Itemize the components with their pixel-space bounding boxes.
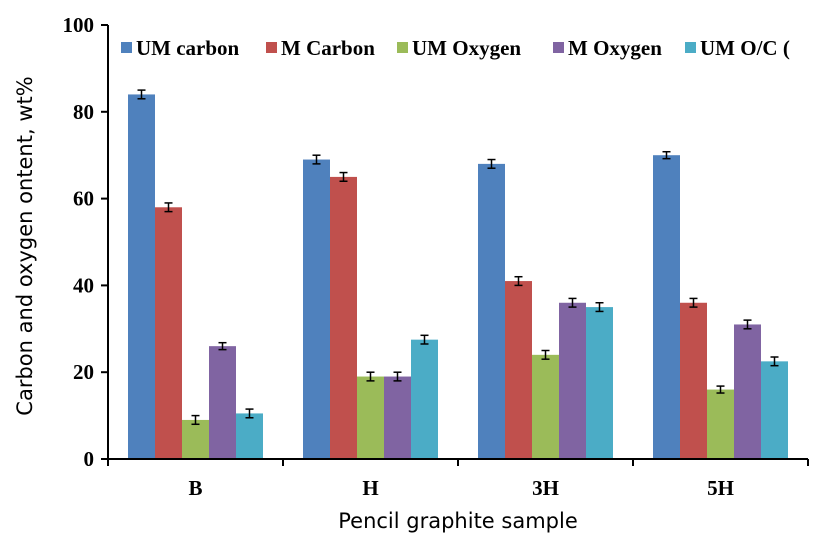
bar-H-1 — [330, 176, 357, 459]
bars-layer — [128, 94, 788, 460]
bar-B-3 — [209, 346, 236, 459]
bar-5H-4 — [761, 361, 788, 459]
y-axis-title: Carbon and oxygen ontent, wt% — [13, 76, 37, 415]
bar-B-0 — [128, 94, 155, 459]
bar-H-2 — [357, 376, 384, 459]
x-tick-label: 5H — [707, 476, 734, 500]
legend: UM carbon M Carbon UM Oxygen M Oxygen UM O/C… — [121, 36, 790, 60]
bar-H-3 — [384, 376, 411, 459]
legend-swatch — [266, 42, 277, 53]
legend-swatch — [685, 42, 696, 53]
bar-3H-0 — [478, 163, 505, 459]
y-tick-label: 80 — [73, 100, 94, 124]
y-tick-label: 20 — [73, 360, 94, 384]
bar-B-4 — [236, 413, 263, 459]
x-axis-title: Pencil graphite sample — [338, 509, 578, 533]
bar-H-4 — [411, 339, 438, 459]
legend-label: M Oxygen — [568, 36, 662, 60]
y-tick-label: 40 — [73, 273, 94, 297]
bar-B-1 — [155, 207, 182, 459]
axes-layer: B H 3H 5H 0 20 40 60 80 100 — [63, 13, 809, 500]
bar-3H-1 — [505, 281, 532, 459]
error-bars-layer — [137, 89, 779, 426]
bar-3H-4 — [586, 307, 613, 459]
bar-5H-3 — [734, 324, 761, 459]
y-tick-label: 0 — [84, 447, 95, 471]
legend-label: M Carbon — [281, 36, 375, 60]
x-tick-label: 3H — [532, 476, 559, 500]
legend-swatch — [121, 42, 132, 53]
bar-3H-3 — [559, 302, 586, 459]
bar-B-2 — [182, 419, 209, 459]
bar-5H-1 — [680, 302, 707, 459]
y-tick-label: 100 — [63, 13, 95, 37]
bar-5H-0 — [653, 155, 680, 459]
legend-label: UM Oxygen — [412, 36, 521, 60]
legend-swatch — [553, 42, 564, 53]
legend-items: UM carbon M Carbon UM Oxygen M Oxygen UM O/C… — [121, 36, 790, 60]
legend-swatch — [397, 42, 408, 53]
bar-H-0 — [303, 159, 330, 460]
x-tick-label: B — [188, 476, 202, 500]
x-tick-label: H — [362, 476, 378, 500]
y-tick-label: 60 — [73, 187, 94, 211]
legend-label: UM O/C ( — [700, 36, 790, 60]
bar-3H-2 — [532, 354, 559, 459]
bar-5H-2 — [707, 389, 734, 459]
legend-label: UM carbon — [136, 36, 240, 60]
